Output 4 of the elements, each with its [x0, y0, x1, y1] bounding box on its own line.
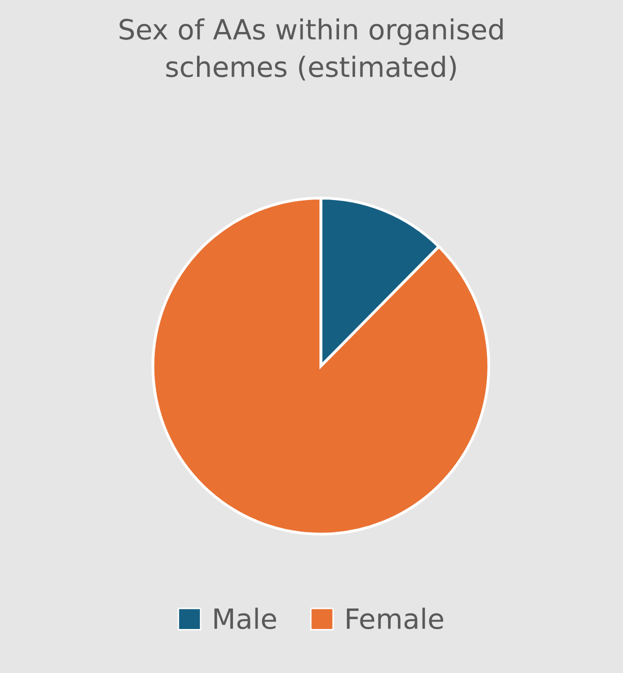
legend-label: Female [346, 608, 444, 630]
pie-slice [151, 196, 490, 536]
chart-title: Sex of AAs within organised schemes (estimated) [120, 18, 503, 81]
legend-label: Male [214, 608, 276, 630]
